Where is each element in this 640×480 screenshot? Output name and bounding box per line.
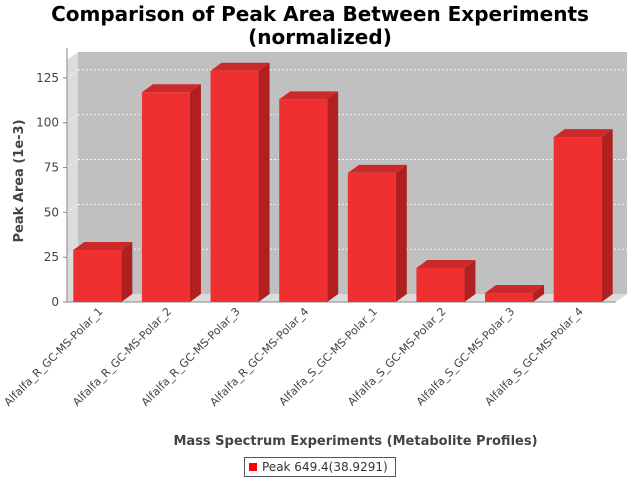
bar-side [258, 62, 270, 302]
legend: Peak 649.4(38.9291) [244, 457, 396, 477]
bar-side [601, 129, 613, 302]
bar [416, 267, 465, 302]
bar [279, 99, 328, 302]
bar-top [416, 259, 476, 268]
plot-left-wall [67, 52, 78, 302]
bar-top [553, 129, 613, 138]
x-axis-title: Mass Spectrum Experiments (Metabolite Pr… [173, 434, 537, 449]
bar-top [279, 91, 339, 100]
y-tick-label: 50 [44, 205, 59, 219]
bar-top [141, 84, 201, 93]
bar-top [210, 62, 270, 71]
legend-swatch [249, 463, 257, 471]
y-tick-label: 75 [44, 161, 59, 175]
bar-top [73, 242, 133, 251]
bar [347, 172, 396, 302]
bar-side [121, 242, 133, 302]
bar-side [327, 91, 339, 302]
bar [485, 293, 534, 302]
bar-side [189, 84, 201, 303]
legend-label: Peak 649.4(38.9291) [262, 460, 388, 474]
y-axis-title: Peak Area (1e-3) [12, 119, 27, 242]
bar [141, 92, 190, 303]
y-tick-label: 125 [36, 71, 59, 85]
bar-side [464, 259, 476, 302]
bar-side [395, 164, 407, 302]
chart-title-line2: (normalized) [248, 25, 392, 49]
y-tick-label: 25 [44, 250, 59, 264]
chart-title-line1: Comparison of Peak Area Between Experime… [51, 2, 589, 26]
y-tick-label: 0 [51, 295, 59, 309]
y-tick-label: 100 [36, 116, 59, 130]
bar-top [347, 164, 407, 173]
bar [73, 250, 122, 302]
bar-top [485, 285, 545, 294]
bar [210, 70, 259, 302]
bar [553, 137, 602, 302]
bar-side [533, 285, 545, 302]
